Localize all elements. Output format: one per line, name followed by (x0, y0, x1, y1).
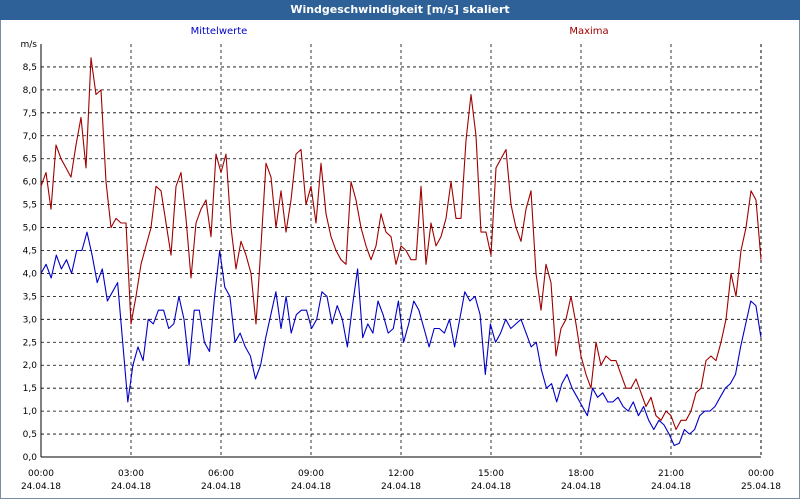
x-tick-date: 24.04.18 (651, 482, 691, 492)
y-tick-label: 7,0 (23, 132, 38, 142)
y-tick-label: 1,5 (23, 384, 37, 394)
x-tick-time: 06:00 (208, 469, 234, 479)
x-tick-time: 12:00 (388, 469, 414, 479)
x-tick-time: 00:00 (748, 469, 774, 479)
line-chart: 0,0 0,5 1,0 1,5 2,0 2,5 3,0 3,5 4,0 4,5 5,0 5,5 6,0 6… (21, 26, 782, 492)
y-tick-label: 6,0 (23, 178, 38, 188)
x-tick-date: 24.04.18 (201, 482, 241, 492)
legend-mittelwerte: Mittelwerte (191, 26, 248, 37)
y-tick-label: 8,5 (23, 63, 37, 73)
y-tick-label: 3,5 (23, 292, 37, 302)
x-tick-time: 18:00 (568, 469, 594, 479)
chart-frame: 0,0 0,5 1,0 1,5 2,0 2,5 3,0 3,5 4,0 4,5 5,0 5,5 6,0 6… (0, 20, 800, 499)
y-tick-label: 2,0 (23, 361, 38, 371)
y-tick-label: 2,5 (23, 338, 37, 348)
legend-maxima: Maxima (569, 26, 608, 37)
y-tick-label: 5,0 (23, 224, 38, 234)
y-tick-label: 5,5 (23, 201, 37, 211)
x-tick-time: 21:00 (658, 469, 684, 479)
x-tick-date: 24.04.18 (291, 482, 331, 492)
chart-title: Windgeschwindigkeit [m/s] skaliert (0, 0, 800, 20)
series-line-maxima (40, 57, 762, 431)
y-tick-label: 8,0 (23, 86, 38, 96)
y-tick-label: 0,5 (23, 430, 37, 440)
y-tick-label: 3,0 (23, 315, 38, 325)
x-tick-date: 24.04.18 (381, 482, 421, 492)
x-tick-date: 25.04.18 (741, 482, 781, 492)
x-tick-time: 09:00 (298, 469, 324, 479)
y-tick-label: 7,5 (23, 109, 37, 119)
y-tick-label: 1,0 (23, 407, 38, 417)
y-tick-label: 4,5 (23, 247, 37, 257)
y-tick-label: 6,5 (23, 155, 37, 165)
series-line-mittelwerte (40, 231, 762, 447)
x-tick-time: 15:00 (478, 469, 504, 479)
x-tick-date: 24.04.18 (21, 482, 61, 492)
x-tick-time: 00:00 (28, 469, 54, 479)
x-tick-date: 24.04.18 (561, 482, 601, 492)
y-axis-label: m/s (21, 40, 38, 50)
y-tick-label: 4,0 (23, 269, 38, 279)
x-tick-date: 24.04.18 (471, 482, 511, 492)
x-tick-time: 03:00 (118, 469, 144, 479)
x-tick-date: 24.04.18 (111, 482, 151, 492)
y-tick-label: 0,0 (23, 453, 38, 463)
